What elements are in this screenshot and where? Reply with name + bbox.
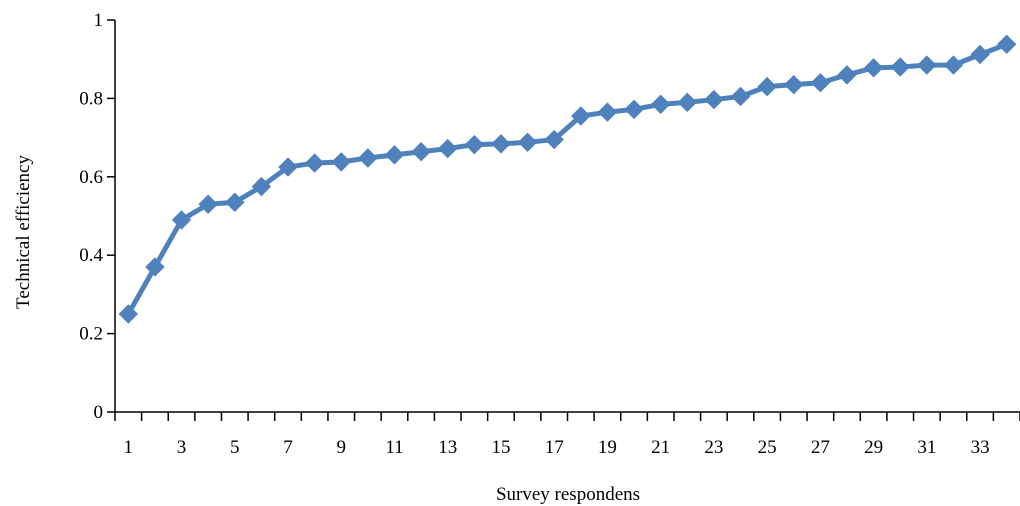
data-point	[544, 129, 564, 150]
data-point	[304, 153, 325, 173]
data-point	[810, 73, 831, 93]
data-point	[571, 106, 591, 126]
y-tick-label: 0	[94, 402, 104, 423]
data-point	[118, 304, 139, 324]
data-point	[677, 92, 697, 113]
y-tick-label: 1	[94, 10, 104, 31]
data-point	[491, 134, 511, 154]
x-tick-label: 7	[283, 437, 293, 458]
x-tick-label: 13	[438, 437, 457, 458]
data-point	[517, 132, 538, 153]
data-point	[917, 55, 937, 75]
x-tick-label: 29	[864, 437, 883, 458]
y-axis-ticks: 0 0.2 0.4 0.6 0.8 1	[79, 10, 115, 423]
data-point	[943, 55, 964, 75]
x-tick-label: 9	[337, 437, 347, 458]
x-tick-label: 25	[758, 437, 777, 458]
y-tick-label: 0.2	[79, 324, 103, 345]
x-tick-label: 23	[704, 437, 723, 458]
data-point	[331, 152, 351, 172]
x-axis-ticks: 1 3 5 7 9 11 13 15 17 19 21 23 25 27 29 31 33	[114, 412, 1020, 458]
data-point	[650, 94, 671, 114]
x-tick-label: 15	[491, 437, 510, 458]
x-tick-label: 17	[545, 437, 564, 458]
data-point	[784, 74, 804, 95]
data-point	[358, 148, 378, 168]
x-axis-title: Survey respondens	[496, 484, 640, 505]
x-tick-label: 31	[917, 437, 936, 458]
data-point	[597, 102, 618, 122]
data-point	[225, 192, 245, 212]
data-point	[198, 194, 218, 214]
data-point	[278, 157, 298, 177]
y-tick-label: 0.6	[79, 167, 103, 188]
data-point	[624, 99, 644, 120]
data-point	[757, 76, 777, 97]
x-tick-label: 21	[651, 437, 670, 458]
data-point	[970, 44, 990, 65]
data-point	[890, 57, 910, 77]
x-tick-label: 3	[177, 437, 187, 458]
axes	[114, 20, 1020, 413]
y-tick-label: 0.4	[79, 245, 103, 266]
x-tick-label: 1	[124, 437, 134, 458]
data-point	[171, 210, 192, 230]
data-point	[704, 89, 724, 110]
data-point	[251, 176, 272, 197]
data-point	[145, 257, 165, 277]
data-point	[411, 142, 431, 162]
series-line	[125, 41, 1010, 317]
x-tick-label: 27	[811, 437, 830, 458]
x-tick-label: 5	[230, 437, 240, 458]
data-point	[438, 138, 458, 159]
data-point	[464, 134, 485, 155]
x-tick-label: 11	[385, 437, 403, 458]
data-point	[730, 86, 751, 107]
data-point	[837, 65, 857, 85]
x-tick-label: 33	[971, 437, 990, 458]
data-point	[863, 58, 884, 78]
data-point	[996, 34, 1017, 55]
y-axis-title: Technical efficiency	[13, 155, 34, 309]
x-tick-label: 19	[598, 437, 617, 458]
series-efficiency	[118, 34, 1017, 324]
y-tick-label: 0.8	[79, 88, 103, 109]
data-point	[384, 145, 405, 165]
